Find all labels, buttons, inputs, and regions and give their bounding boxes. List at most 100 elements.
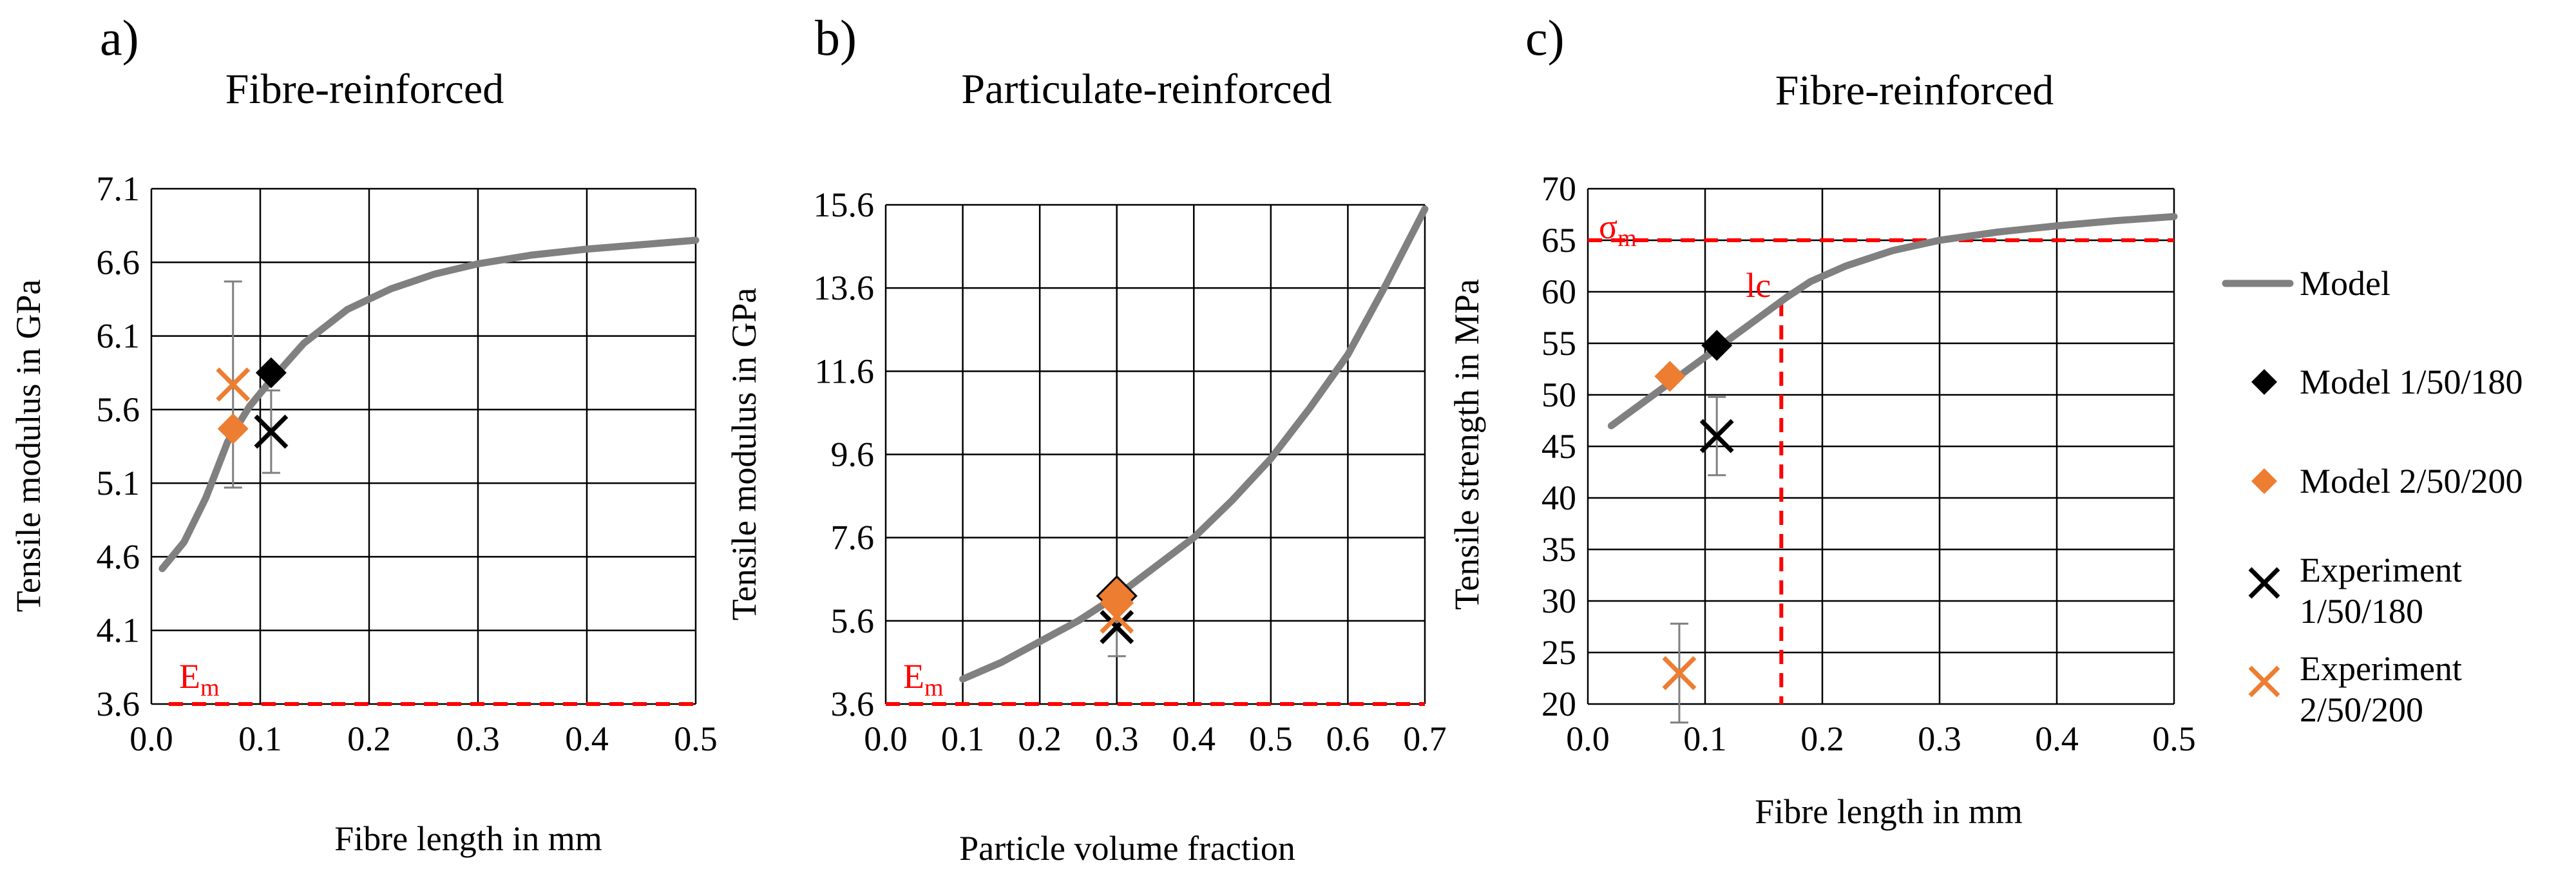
panel-c: c) Fibre-reinforced Fibre length in mm T… — [1447, 10, 2196, 831]
x-tick-label-c-5: 0.5 — [2152, 719, 2196, 758]
y-tick-label-c-8: 60 — [1541, 272, 1576, 311]
y-tick-label-c-2: 30 — [1541, 582, 1576, 620]
point-experiment-1-a-stroke-2 — [254, 414, 289, 449]
y-tick-label-b-3: 9.6 — [831, 435, 875, 474]
y-tick-label-c-7: 55 — [1541, 324, 1576, 363]
x-tick-label-b-4: 0.4 — [1172, 719, 1216, 758]
point-experiment-2-b-stroke-2 — [1100, 599, 1134, 634]
x-axis-label-a: Fibre length in mm — [334, 819, 602, 858]
reference-label-sub-a: m — [200, 674, 220, 701]
legend-label-0: Model — [2300, 264, 2390, 303]
point-model-1-a — [255, 357, 287, 388]
reference-label-sub-b: m — [924, 674, 944, 701]
point-experiment-2-a-stroke-2 — [216, 367, 251, 402]
y-tick-label-a-3: 5.1 — [97, 464, 140, 502]
x-tick-label-b-2: 0.2 — [1018, 719, 1062, 758]
y-tick-label-a-7: 7.1 — [97, 169, 140, 208]
point-experiment-1-b — [1100, 610, 1134, 644]
x-tick-label-b-1: 0.1 — [941, 719, 985, 758]
y-tick-label-b-2: 7.6 — [831, 519, 875, 557]
legend-marker-2 — [2251, 468, 2277, 494]
y-tick-label-c-6: 50 — [1541, 376, 1576, 414]
chart-title-c: Fibre-reinforced — [1775, 67, 2054, 114]
point-experiment-1-b-stroke-2 — [1100, 610, 1134, 644]
point-experiment-1-c — [1699, 419, 1734, 453]
model-curve-b — [959, 205, 1429, 683]
y-tick-label-c-3: 35 — [1541, 530, 1576, 569]
x-tick-label-c-3: 0.3 — [1918, 719, 1961, 758]
y-tick-label-c-10: 70 — [1541, 169, 1576, 208]
y-tick-label-c-1: 25 — [1541, 633, 1576, 672]
y-tick-label-b-1: 5.6 — [831, 602, 875, 640]
panel-label-c: c) — [1525, 10, 1565, 66]
critical-length-label-c: lc — [1746, 266, 1771, 305]
legend-marker-3-stroke-2 — [2248, 567, 2280, 599]
point-experiment-1-a — [254, 414, 289, 449]
legend-marker-4-stroke-2 — [2248, 665, 2280, 698]
x-tick-label-a-5: 0.5 — [674, 719, 718, 758]
point-experiment-2-c-stroke-2 — [1662, 656, 1697, 690]
legend: Model Model 1/50/180 Model 2/50/200 Experim… — [2222, 264, 2523, 729]
y-tick-label-a-5: 6.1 — [97, 317, 140, 356]
x-tick-label-c-2: 0.2 — [1800, 719, 1844, 758]
y-tick-label-a-6: 6.6 — [97, 243, 140, 281]
legend-label-1: Model 1/50/180 — [2300, 363, 2523, 401]
reference-label-sub-c: m — [1617, 225, 1637, 252]
y-tick-label-c-9: 65 — [1541, 221, 1576, 260]
x-tick-label-c-0: 0.0 — [1566, 719, 1610, 758]
y-axis-label-b: Tensile modulus in GPa — [725, 288, 763, 621]
x-tick-label-a-4: 0.4 — [565, 719, 609, 758]
point-experiment-2-c — [1662, 656, 1697, 690]
model-curve-c — [1607, 213, 2178, 430]
point-experiment-2-b — [1100, 599, 1134, 634]
y-tick-label-b-6: 15.6 — [814, 186, 875, 224]
x-tick-label-c-4: 0.4 — [2035, 719, 2079, 758]
chart-title-a: Fibre-reinforced — [225, 66, 504, 113]
chart-title-b: Particulate-reinforced — [961, 66, 1331, 113]
y-tick-label-b-0: 3.6 — [831, 685, 875, 723]
y-axis-label-a: Tensile modulus in GPa — [9, 280, 48, 613]
reference-label-a: Em — [179, 657, 220, 701]
x-axis-label-b: Particle volume fraction — [959, 829, 1295, 868]
legend-label-4-line-2: 2/50/200 — [2300, 690, 2423, 729]
legend-marker-1 — [2251, 369, 2277, 395]
panel-label-a: a) — [100, 10, 139, 66]
x-tick-label-b-7: 0.7 — [1403, 719, 1447, 758]
y-axis-label-c: Tensile strength in MPa — [1447, 279, 1486, 610]
y-tick-label-c-0: 20 — [1541, 685, 1576, 723]
y-tick-label-c-5: 45 — [1541, 427, 1576, 466]
x-axis-label-c: Fibre length in mm — [1755, 792, 2022, 831]
y-tick-label-a-2: 4.6 — [97, 537, 140, 576]
x-tick-label-c-1: 0.1 — [1683, 719, 1727, 758]
y-tick-label-a-1: 4.1 — [97, 611, 140, 650]
y-tick-label-b-4: 11.6 — [815, 352, 875, 390]
point-experiment-2-a — [216, 367, 251, 402]
reference-label-main-b: E — [903, 657, 924, 696]
x-tick-label-b-0: 0.0 — [864, 719, 908, 758]
reference-label-c: σm — [1599, 207, 1637, 252]
legend-label-3-line-1: Experiment — [2300, 551, 2462, 589]
x-tick-label-b-3: 0.3 — [1095, 719, 1139, 758]
y-tick-label-c-4: 40 — [1541, 479, 1576, 517]
panel-label-b: b) — [815, 10, 857, 66]
legend-label-3-line-2: 1/50/180 — [2300, 592, 2423, 631]
x-tick-label-b-6: 0.6 — [1326, 719, 1370, 758]
x-tick-label-a-3: 0.3 — [456, 719, 500, 758]
point-model-2-c — [1654, 361, 1686, 392]
panel-b: b) Particulate-reinforced Particle volum… — [725, 10, 1447, 868]
x-tick-label-a-0: 0.0 — [129, 719, 173, 758]
point-model-1-c — [1701, 330, 1733, 361]
x-tick-label-a-2: 0.2 — [347, 719, 391, 758]
y-tick-label-a-0: 3.6 — [97, 685, 140, 723]
point-experiment-1-c-stroke-2 — [1699, 419, 1734, 453]
legend-label-4-line-1: Experiment — [2300, 649, 2462, 688]
panel-a: a) Fibre-reinforced Fibre length in mm T… — [9, 10, 718, 858]
x-tick-label-a-1: 0.1 — [238, 719, 282, 758]
legend-marker-4 — [2248, 665, 2280, 698]
y-tick-label-a-4: 5.6 — [97, 390, 140, 429]
y-tick-label-b-5: 13.6 — [814, 269, 875, 307]
reference-label-main-c: σ — [1599, 207, 1617, 246]
x-tick-label-b-5: 0.5 — [1249, 719, 1293, 758]
point-model-2-a — [217, 413, 249, 444]
